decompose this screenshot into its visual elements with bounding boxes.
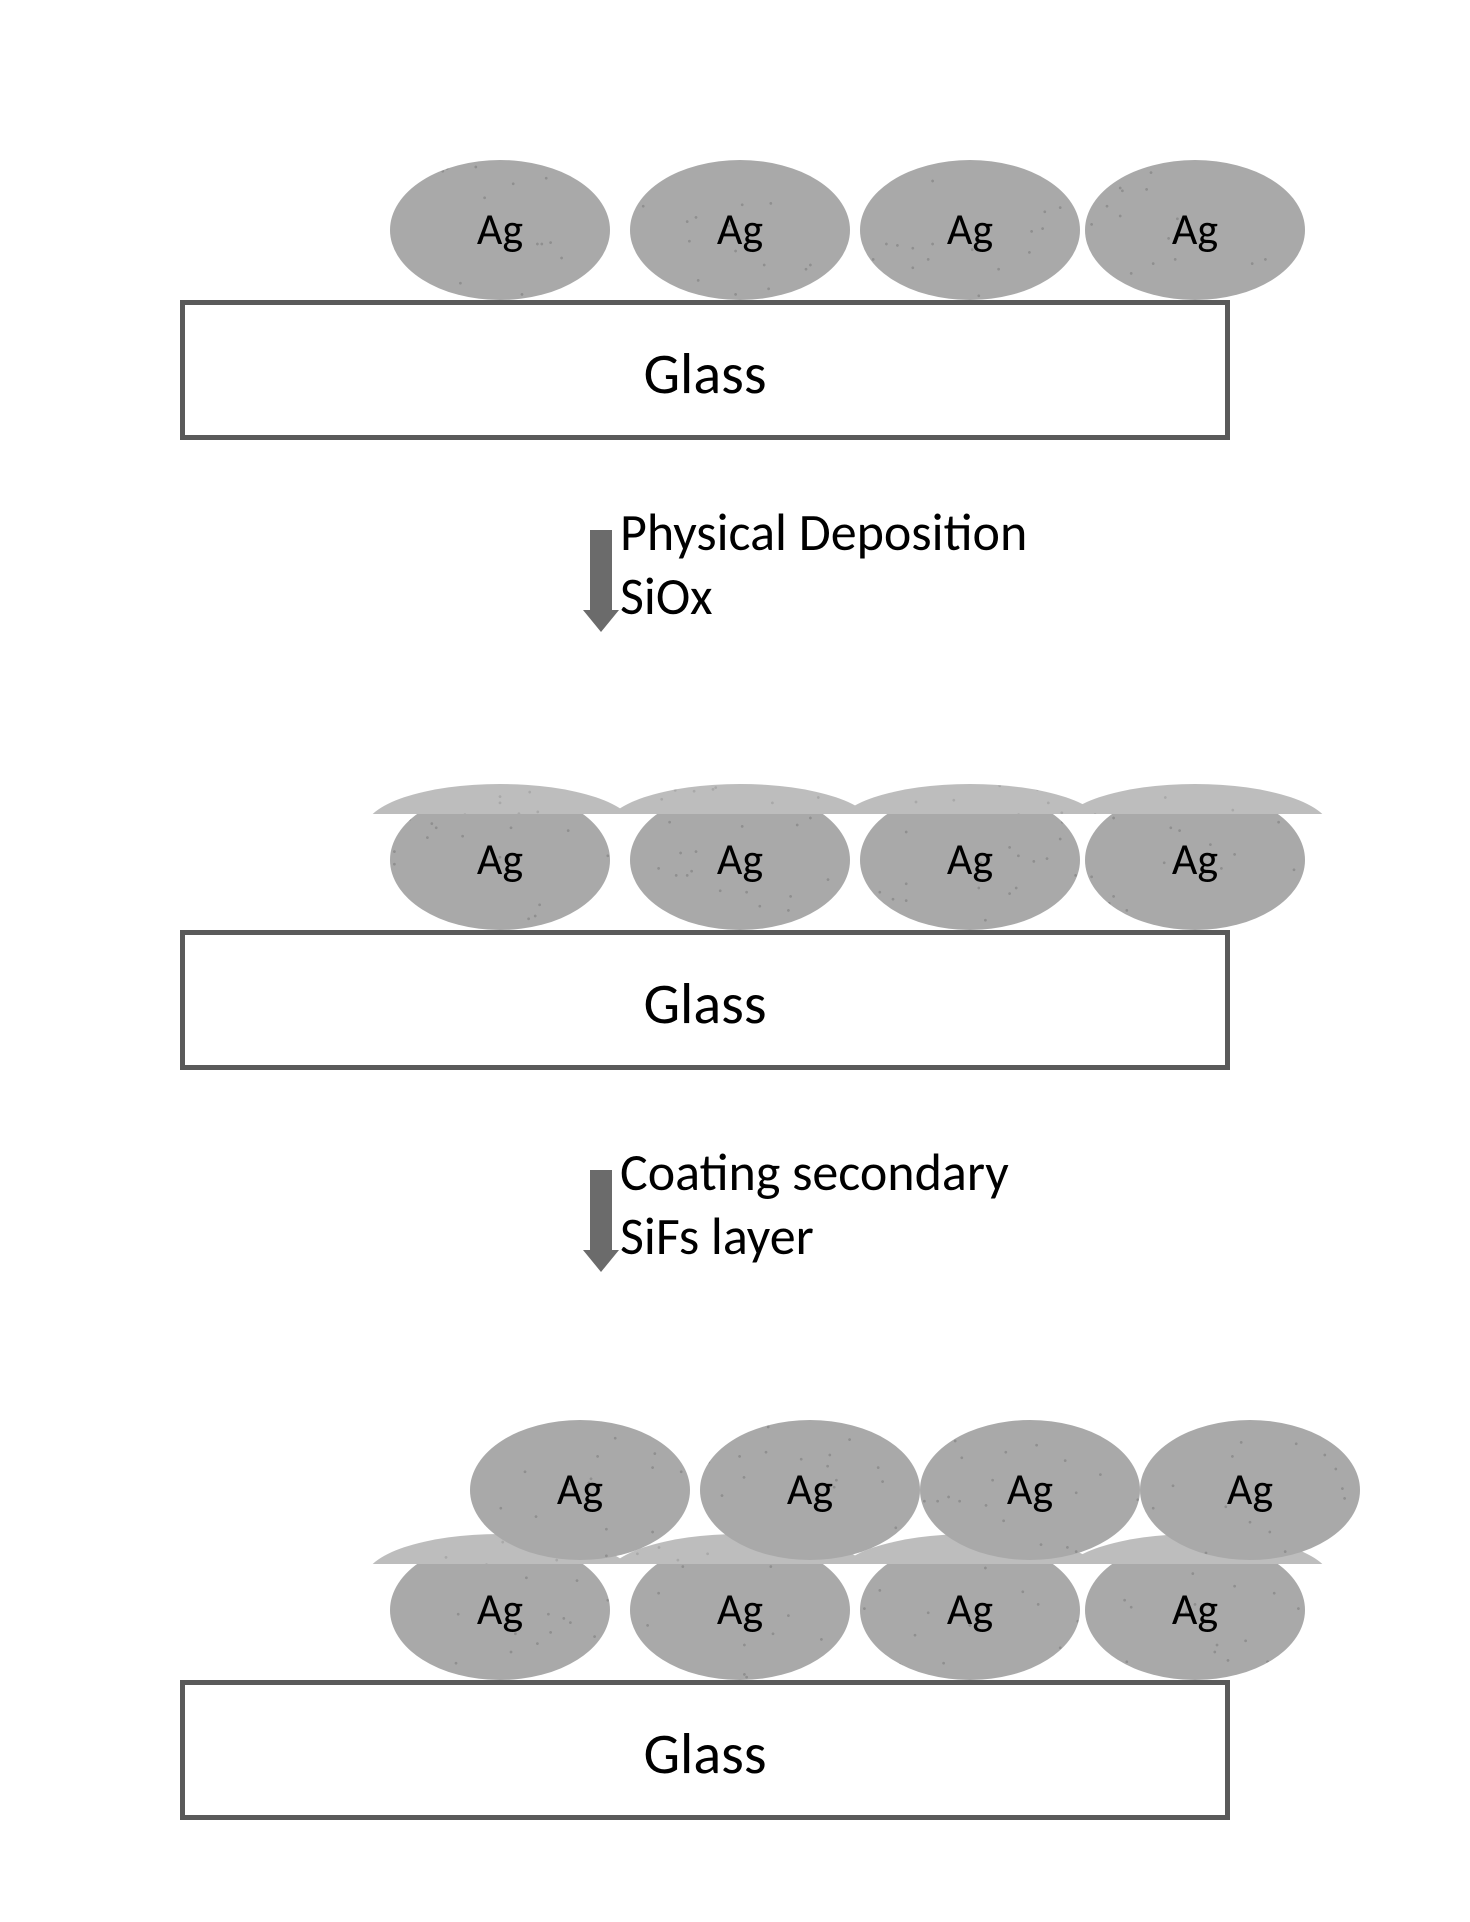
- ag-particle-label: Ag: [390, 832, 610, 886]
- glass-substrate: Glass: [180, 1680, 1230, 1820]
- ag-particle: Ag: [700, 1420, 920, 1560]
- ag-particle-label: Ag: [1085, 1582, 1305, 1636]
- arrow-head-icon: [583, 1250, 619, 1272]
- glass-substrate: Glass: [180, 930, 1230, 1070]
- glass-substrate: Glass: [180, 300, 1230, 440]
- ag-particle-label: Ag: [920, 1462, 1140, 1516]
- arrow-text-line2: SiFs layer: [620, 1204, 814, 1268]
- ag-particle-label: Ag: [630, 202, 850, 256]
- ag-particle-label: Ag: [1140, 1462, 1360, 1516]
- arrow-shaft: [590, 530, 612, 610]
- ag-particle-label: Ag: [630, 832, 850, 886]
- ag-particle: Ag: [630, 160, 850, 300]
- ag-particle: Ag: [1085, 160, 1305, 300]
- ag-particle-label: Ag: [860, 202, 1080, 256]
- ag-particle-label: Ag: [470, 1462, 690, 1516]
- glass-label: Glass: [185, 968, 1225, 1039]
- ag-particle-label: Ag: [860, 832, 1080, 886]
- arrow-text-line2: SiOx: [620, 564, 712, 628]
- siox-cap: [365, 784, 635, 814]
- glass-label: Glass: [185, 338, 1225, 409]
- ag-particle: Ag: [860, 160, 1080, 300]
- ag-particle: Ag: [470, 1420, 690, 1560]
- siox-cap: [1060, 784, 1330, 814]
- ag-particle-label: Ag: [630, 1582, 850, 1636]
- ag-particle: Ag: [390, 160, 610, 300]
- ag-particle-label: Ag: [700, 1462, 920, 1516]
- ag-particle-label: Ag: [390, 1582, 610, 1636]
- ag-particle-label: Ag: [1085, 832, 1305, 886]
- ag-particle-label: Ag: [390, 202, 610, 256]
- process-arrow: Coating secondarySiFs layer: [590, 1150, 1290, 1300]
- ag-particle-label: Ag: [1085, 202, 1305, 256]
- ag-particle: Ag: [920, 1420, 1140, 1560]
- ag-particle: Ag: [1140, 1420, 1360, 1560]
- glass-label: Glass: [185, 1718, 1225, 1789]
- arrow-text-line1: Coating secondary: [620, 1140, 1009, 1204]
- arrow-text-line1: Physical Deposition: [620, 500, 1027, 564]
- arrow-shaft: [590, 1170, 612, 1250]
- arrow-head-icon: [583, 610, 619, 632]
- ag-particle-label: Ag: [860, 1582, 1080, 1636]
- process-arrow: Physical DepositionSiOx: [590, 510, 1290, 660]
